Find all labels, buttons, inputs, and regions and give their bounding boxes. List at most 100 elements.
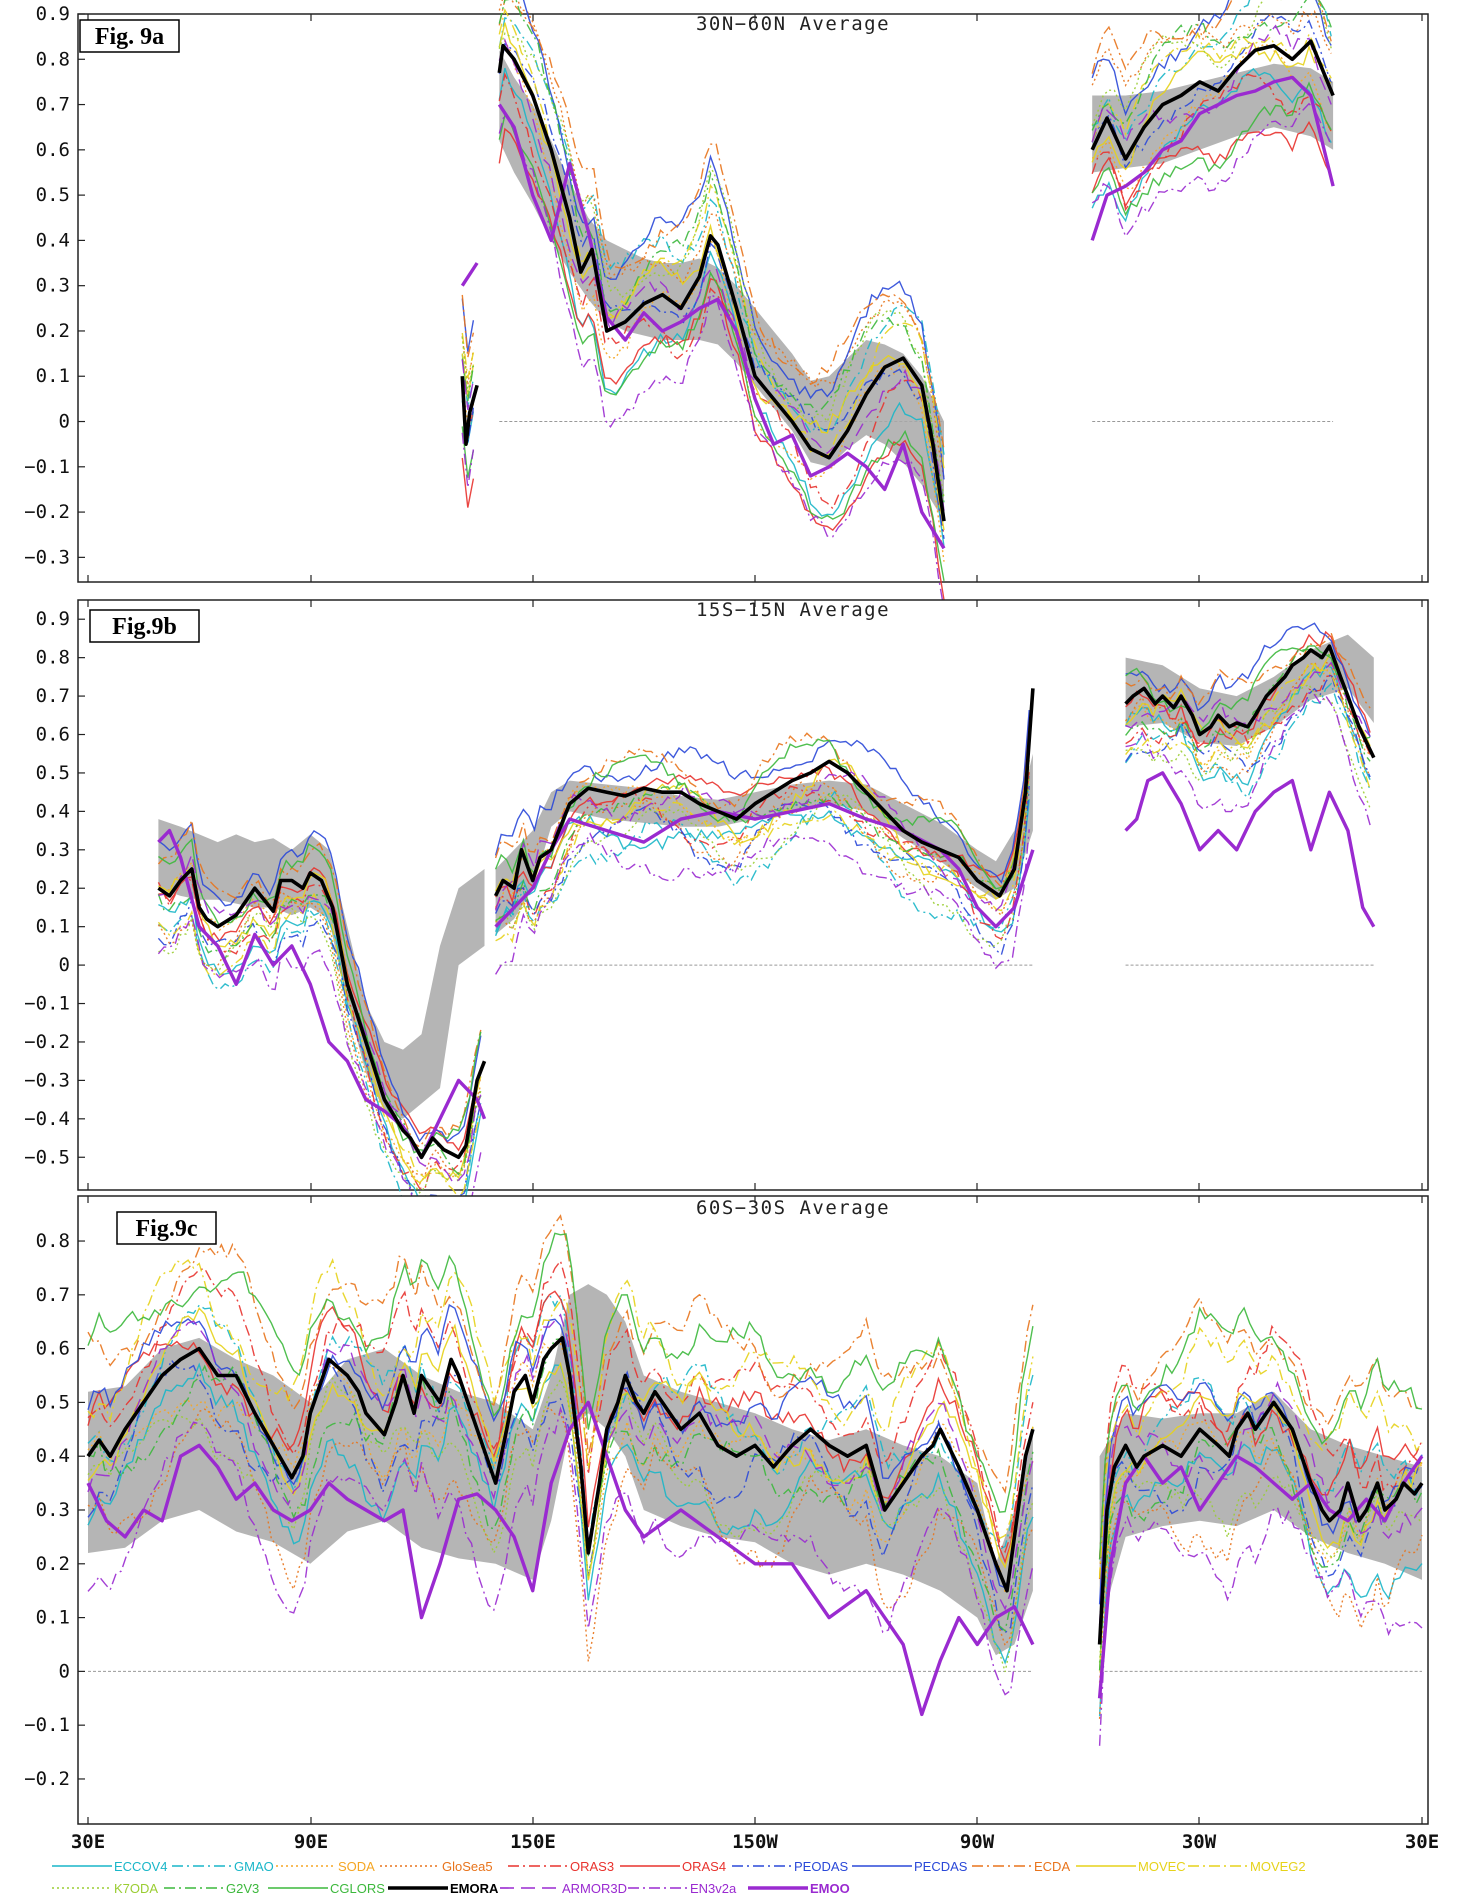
series-glosea5: [87, 1406, 1423, 1719]
y-tick-label: −0.1: [24, 1714, 70, 1736]
y-tick-label: −0.2: [24, 1768, 70, 1790]
x-tick-label: 30E: [1405, 1831, 1439, 1853]
panel-label: Fig. 9a: [95, 24, 164, 50]
y-tick-label: −0.4: [24, 1108, 70, 1130]
legend-label-movec: MOVEC: [1138, 1859, 1186, 1874]
legend-label-pecdas: PECDAS: [914, 1859, 968, 1874]
y-tick-label: 0.9: [36, 3, 70, 25]
series-armor3d: [87, 1313, 1423, 1626]
series-ecda: [87, 1214, 1423, 1580]
series-emora: [460, 39, 1335, 522]
y-tick-label: 0.5: [36, 1391, 70, 1413]
series-emora: [157, 644, 1376, 1160]
y-tick-label: 0.4: [36, 800, 70, 822]
y-tick-label: 0: [59, 411, 70, 433]
panel-15s-15n: −0.5 −0.4 −0.3 −0.2 −0.1 0 0.1 0.2 0.3 0.4 0.5 0.6 0…: [24, 599, 1429, 1238]
series-k7oda: [461, 0, 1332, 498]
series-soda: [461, 39, 1332, 562]
y-tick-label: 0.8: [36, 48, 70, 70]
y-tick-label: 0.7: [36, 1284, 70, 1306]
y-tick-label: 0.1: [36, 1607, 70, 1629]
legend-label-gmao: GMAO: [234, 1859, 274, 1874]
y-tick-label: 0.4: [36, 1445, 70, 1467]
y-tick-label: 0.7: [36, 685, 70, 707]
ensemble-spread-band: [1092, 63, 1334, 173]
series-emoo: [460, 75, 1335, 550]
y-tick-label: 0.5: [36, 762, 70, 784]
series-oras3: [87, 1259, 1423, 1560]
y-tick-label: 0.6: [36, 139, 70, 161]
legend-label-emora: EMORA: [450, 1881, 499, 1896]
series-peodas: [157, 671, 1371, 1207]
y-tick-label: −0.5: [24, 1146, 70, 1168]
ensemble-spread-band: [499, 50, 944, 522]
series-ecda: [157, 631, 1371, 1148]
panel-30n-60n: −0.3 −0.2 −0.1 0 0.1 0.2 0.3 0.4 0.5 0.6 0.7 0.8 0.9…: [24, 0, 1429, 610]
y-tick-label: 0.3: [36, 839, 70, 861]
y-tick-label: 0.3: [36, 1499, 70, 1521]
x-tick-label: 90W: [960, 1831, 995, 1853]
y-tick-label: 0.6: [36, 724, 70, 746]
y-tick-label: −0.3: [24, 546, 70, 568]
series-moveg2: [87, 1258, 1423, 1579]
y-tick-label: 0.2: [36, 877, 70, 899]
y-tick-label: 0.4: [36, 229, 70, 251]
series-en3v2a: [87, 1406, 1423, 1746]
series-pecdas: [157, 622, 1371, 1143]
x-tick-label: 30E: [71, 1831, 105, 1853]
legend-label-g2v3: G2V3: [226, 1881, 259, 1896]
series-ecda: [461, 0, 1332, 450]
legend: ECCOV4 GMAO SODA GloSea5 ORAS3 ORAS4 PEODAS PEC…: [52, 1859, 1306, 1896]
x-tick-label: 90E: [294, 1831, 328, 1853]
y-tick-label: 0: [59, 1660, 70, 1682]
y-tick-label: −0.2: [24, 1031, 70, 1053]
panel-label-box: [116, 1211, 217, 1245]
y-tick-label: −0.2: [24, 501, 70, 523]
legend-label-k7oda: K7ODA: [114, 1881, 158, 1896]
y-tick-label: 0.2: [36, 320, 70, 342]
panel-label-box: [79, 19, 180, 53]
y-tick-label: 0.2: [36, 1553, 70, 1575]
x-tick-label: 150E: [510, 1831, 556, 1853]
y-tick-label: −0.3: [24, 1069, 70, 1091]
y-tick-label: 0.9: [36, 608, 70, 630]
series-armor3d: [461, 24, 1332, 511]
panel-label: Fig.9b: [112, 614, 177, 640]
series-emora: [86, 1336, 1424, 1645]
legend-label-glosea5: GloSea5: [442, 1859, 493, 1874]
legend-label-cglors: CGLORS: [330, 1881, 385, 1896]
y-tick-label: 0.8: [36, 1230, 70, 1252]
series-cglors: [461, 81, 1332, 582]
ensemble-spread-band: [158, 819, 485, 1119]
legend-label-eccov4: ECCOV4: [114, 1859, 167, 1874]
x-tick-label: 150W: [732, 1831, 778, 1853]
ensemble-spread-band: [1125, 634, 1374, 746]
panel-label: Fig.9c: [136, 1216, 198, 1242]
legend-label-soda: SODA: [338, 1859, 375, 1874]
panel-title: 30N−60N Average: [696, 13, 890, 35]
x-tick-label: 30W: [1182, 1831, 1217, 1853]
series-en3v2a: [461, 102, 1332, 610]
legend-label-oras3: ORAS3: [570, 1859, 614, 1874]
ensemble-spread-band: [495, 753, 1033, 935]
legend-label-oras4: ORAS4: [682, 1859, 726, 1874]
y-tick-label: 0.3: [36, 275, 70, 297]
y-tick-label: 0.5: [36, 184, 70, 206]
y-tick-label: 0.6: [36, 1338, 70, 1360]
legend-label-armor3d: ARMOR3D: [562, 1881, 627, 1896]
y-tick-label: −0.1: [24, 993, 70, 1015]
ensemble-spread-band: [1099, 1391, 1422, 1629]
shared-x-axis: 30E 90E 150E 150W 90W 30W 30E: [71, 1831, 1439, 1853]
panel-title: 15S−15N Average: [696, 599, 890, 621]
legend-label-emoo: EMOO: [810, 1881, 850, 1896]
legend-label-en3v2a: EN3v2a: [690, 1881, 737, 1896]
panel-60s-30s: −0.2 −0.1 0 0.1 0.2 0.3 0.4 0.5 0.6 0.7 0.8 60S−30S…: [24, 1195, 1429, 1825]
panel-label-box: [89, 609, 200, 643]
series-cglors: [87, 1232, 1423, 1560]
legend-label-moveg2: MOVEG2: [1250, 1859, 1306, 1874]
panel-title: 60S−30S Average: [696, 1197, 890, 1219]
y-tick-label: 0.1: [36, 365, 70, 387]
series-g2v3: [461, 0, 1332, 503]
y-tick-label: −0.1: [24, 456, 70, 478]
y-tick-label: 0.1: [36, 916, 70, 938]
